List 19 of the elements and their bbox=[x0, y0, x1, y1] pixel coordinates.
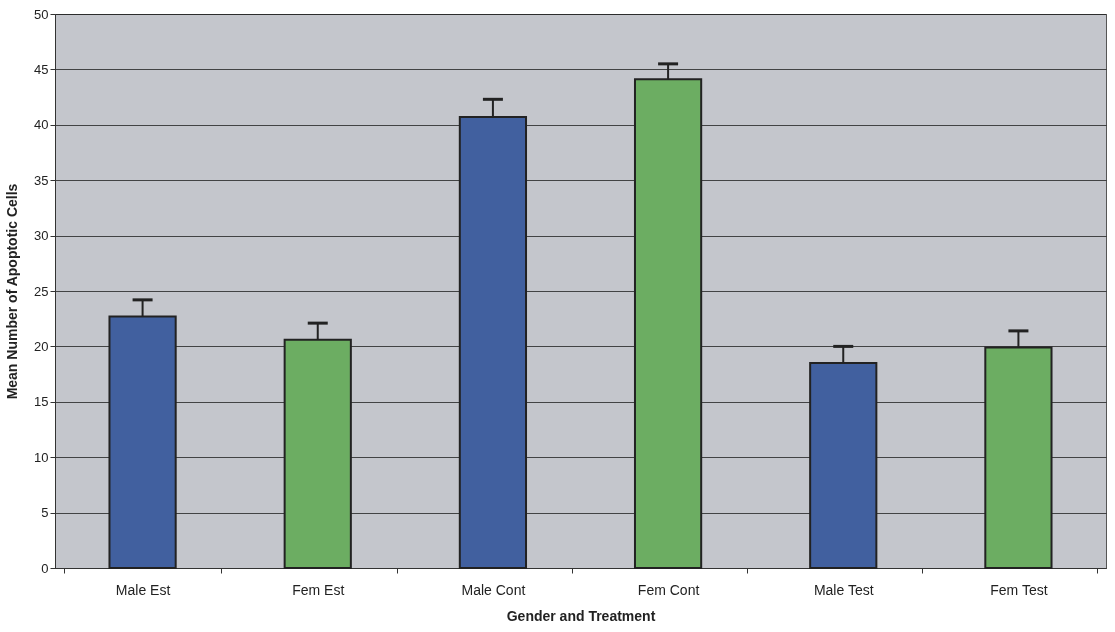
x-tick-label: Fem Cont bbox=[637, 581, 700, 598]
x-tick-label: Male Cont bbox=[461, 581, 526, 598]
x-tick-label: Male Test bbox=[813, 581, 874, 598]
y-tick-label: 25 bbox=[34, 283, 49, 299]
y-tick-label: 5 bbox=[41, 505, 49, 521]
x-tick-label: Fem Test bbox=[990, 581, 1048, 598]
x-axis-title: Gender and Treatment bbox=[506, 607, 656, 624]
y-tick-label: 40 bbox=[34, 117, 49, 133]
y-tick-label: 0 bbox=[41, 560, 49, 576]
y-tick-label: 50 bbox=[34, 6, 49, 22]
y-tick-label: 15 bbox=[34, 394, 49, 410]
y-tick-label: 35 bbox=[34, 172, 49, 188]
y-tick-label: 20 bbox=[34, 338, 49, 354]
y-tick-label: 30 bbox=[34, 228, 49, 244]
y-tick-label: 10 bbox=[34, 449, 49, 465]
x-tick-label: Male Est bbox=[115, 581, 171, 598]
x-tick-label: Fem Est bbox=[292, 581, 345, 598]
y-axis-title: Mean Number of Apoptotic Cells bbox=[4, 183, 21, 400]
y-tick-label: 45 bbox=[34, 61, 49, 77]
